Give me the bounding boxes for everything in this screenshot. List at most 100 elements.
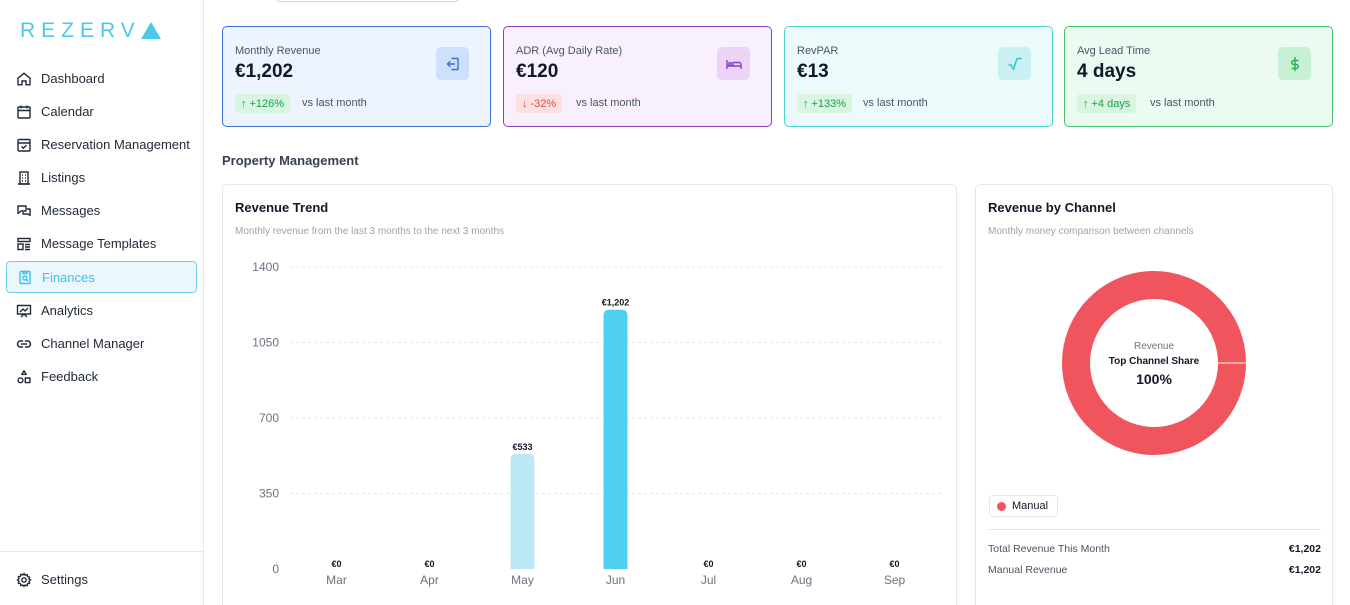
summary-row-total: Total Revenue This Month €1,202 [988, 543, 1321, 555]
y-tick-label: 1400 [252, 260, 279, 274]
metric-compare: vs last month [576, 97, 641, 109]
sidebar-item-finances[interactable]: Finances [6, 261, 197, 293]
sidebar-item-label: Messages [41, 203, 101, 218]
settings-section: Settings [0, 563, 203, 596]
sidebar-item-label: Settings [41, 572, 88, 587]
legend-label: Manual [1012, 500, 1049, 512]
legend-dot [997, 501, 1006, 511]
sidebar-item-settings[interactable]: Settings [0, 563, 203, 596]
bar-data-label: €0 [703, 559, 713, 569]
bar [510, 454, 535, 569]
sidebar: REZERV Dashboard Calendar Reservation Ma… [0, 0, 204, 605]
x-tick-label: Apr [420, 573, 439, 587]
sidebar-item-message-templates[interactable]: Message Templates [0, 227, 203, 260]
revenue-by-channel-panel: Revenue by Channel Monthly money compari… [975, 184, 1333, 605]
y-tick-label: 0 [272, 562, 279, 576]
sidebar-nav: Dashboard Calendar Reservation Managemen… [0, 62, 203, 393]
summary-divider [988, 529, 1321, 530]
metric-label: RevPAR [797, 45, 839, 57]
summary-value: €1,202 [1288, 564, 1321, 576]
revenue-trend-chart: 0 350 700 1050 1400 €0 Mar €0 Apr €533 May €1,202 Ju… [252, 260, 941, 587]
arrow-up-icon: ↑ [1083, 97, 1089, 110]
bar-data-label: €0 [796, 559, 806, 569]
legend-item-manual[interactable]: Manual [989, 495, 1059, 517]
presentation-chart-icon [15, 302, 33, 320]
sidebar-item-listings[interactable]: Listings [0, 161, 203, 194]
metric-card-adr: ADR (Avg Daily Rate) €120 ↓ -32% vs last… [503, 26, 772, 127]
panel-title: Revenue Trend [235, 200, 329, 215]
metric-value: €120 [516, 61, 559, 82]
metric-compare: vs last month [302, 97, 367, 109]
panel-subtitle: Monthly money comparison between channel… [988, 226, 1194, 237]
sidebar-item-analytics[interactable]: Analytics [0, 294, 203, 327]
sidebar-divider [0, 551, 203, 552]
donut-center-caption: Revenue [1134, 341, 1174, 352]
sidebar-item-label: Reservation Management [41, 137, 190, 152]
sidebar-item-dashboard[interactable]: Dashboard [0, 62, 203, 95]
sidebar-item-label: Calendar [41, 104, 94, 119]
donut-center-value: 100% [1136, 371, 1172, 387]
sidebar-item-reservation-management[interactable]: Reservation Management [0, 128, 203, 161]
messages-icon [15, 202, 33, 220]
section-title: Property Management [222, 153, 359, 168]
metric-value: €1,202 [235, 61, 294, 82]
metric-change-badge: ↑ +4 days [1077, 94, 1137, 113]
top-filter-input[interactable] [276, 0, 459, 2]
summary-value: €1,202 [1288, 543, 1321, 555]
x-tick-label: Jul [701, 573, 716, 587]
donut-center-label: Top Channel Share [1109, 356, 1200, 367]
summary-row-manual: Manual Revenue €1,202 [988, 564, 1321, 576]
x-tick-label: May [511, 573, 534, 587]
metric-value: 4 days [1077, 61, 1137, 82]
bed-icon [717, 47, 750, 80]
sidebar-item-label: Channel Manager [41, 336, 145, 351]
metric-card-monthly-revenue: Monthly Revenue €1,202 ↑ +126% vs last m… [222, 26, 491, 127]
panel-title: Revenue by Channel [988, 200, 1116, 215]
metric-card-revpar: RevPAR €13 ↑ +133% vs last month [784, 26, 1053, 127]
metric-change-badge: ↓ -32% [516, 94, 563, 113]
bar-data-label: €0 [424, 559, 434, 569]
arrow-down-icon: ↓ [522, 97, 528, 110]
sidebar-item-messages[interactable]: Messages [0, 194, 203, 227]
sidebar-item-channel-manager[interactable]: Channel Manager [0, 327, 203, 360]
sidebar-item-label: Finances [42, 269, 95, 285]
metric-compare: vs last month [1150, 97, 1215, 109]
bar-data-label: €0 [889, 559, 899, 569]
bar-data-label: €533 [512, 442, 532, 452]
building-icon [15, 169, 33, 187]
metric-change-badge: ↑ +126% [235, 94, 291, 113]
arrow-up-icon: ↑ [803, 97, 809, 110]
sidebar-item-label: Dashboard [41, 71, 105, 86]
calendar-check-icon [15, 136, 33, 154]
sidebar-item-calendar[interactable]: Calendar [0, 95, 203, 128]
sidebar-item-label: Feedback [41, 369, 99, 384]
metric-label: Avg Lead Time [1077, 45, 1151, 57]
metric-compare: vs last month [863, 97, 928, 109]
calendar-icon [15, 103, 33, 121]
y-tick-label: 1050 [252, 336, 279, 350]
sidebar-item-feedback[interactable]: Feedback [0, 360, 203, 393]
revenue-by-channel-chart: Revenue Top Channel Share 100% [1062, 271, 1247, 455]
metric-change-badge: ↑ +133% [797, 94, 853, 113]
sign-in-icon [436, 47, 469, 80]
summary-label: Total Revenue This Month [988, 543, 1110, 555]
dollar-icon [1278, 47, 1311, 80]
arrow-up-icon: ↑ [241, 97, 247, 110]
logo-triangle-icon [140, 21, 161, 39]
bar-data-label: €0 [331, 559, 341, 569]
x-tick-label: Sep [884, 573, 906, 587]
sidebar-item-label: Analytics [41, 303, 94, 318]
link-icon [15, 335, 33, 353]
y-tick-label: 350 [259, 487, 279, 501]
shapes-icon [15, 368, 33, 386]
brand-name: REZERV [20, 19, 141, 42]
clipboard-search-icon [16, 268, 34, 286]
revenue-trend-panel: Revenue Trend Monthly revenue from the l… [222, 184, 957, 605]
square-root-icon [998, 47, 1031, 80]
y-tick-label: 700 [259, 411, 279, 425]
metric-card-avg-lead-time: Avg Lead Time 4 days ↑ +4 days vs last m… [1064, 26, 1333, 127]
summary-label: Manual Revenue [988, 564, 1068, 576]
sidebar-item-label: Listings [41, 170, 86, 185]
brand-logo[interactable]: REZERV [20, 19, 161, 43]
bar-data-label: €1,202 [602, 298, 630, 308]
